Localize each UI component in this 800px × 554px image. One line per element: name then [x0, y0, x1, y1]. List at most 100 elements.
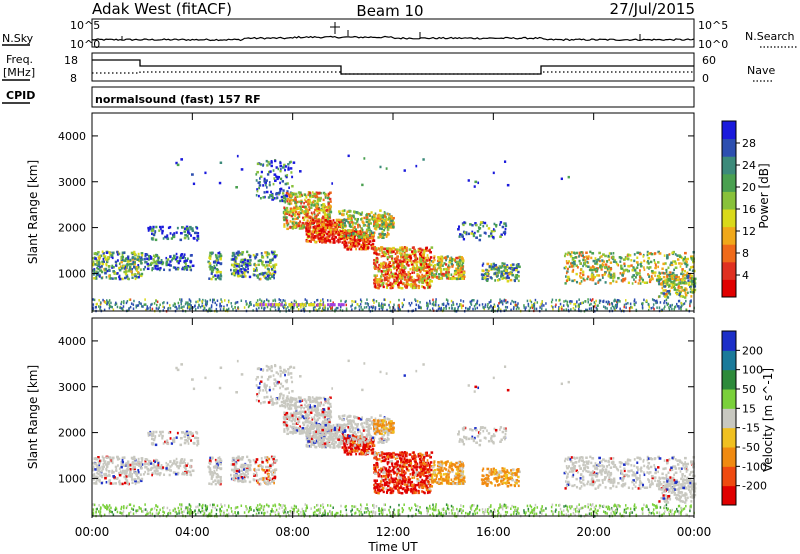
power-cell [301, 221, 305, 225]
power-cell [108, 268, 111, 272]
power-cell [331, 224, 334, 227]
power-cell [427, 256, 430, 260]
power-cell [618, 299, 620, 302]
power-cell [488, 301, 491, 304]
power-cell [108, 299, 111, 302]
power-cell [389, 215, 393, 218]
power-cell [372, 224, 375, 228]
nave-tick-bottom: 0 [702, 72, 709, 85]
power-cell [249, 254, 252, 258]
power-cell [669, 304, 671, 307]
power-cell [330, 303, 333, 307]
power-cell [209, 298, 212, 302]
power-cell [448, 306, 451, 310]
power-cell [248, 262, 252, 265]
power-cell [303, 211, 305, 215]
power-cell [386, 284, 390, 287]
power-cell [531, 306, 534, 310]
power-cell [627, 301, 629, 305]
power-cell [312, 309, 315, 312]
power-cell [374, 227, 378, 231]
power-cell [347, 154, 350, 158]
power-cell [483, 231, 487, 235]
velocity-cell [123, 464, 126, 467]
power-cell [687, 274, 690, 277]
power-cell [481, 277, 484, 281]
power-cell [116, 250, 119, 254]
power-cell [270, 265, 273, 269]
power-cell [266, 273, 270, 277]
power-cell [297, 216, 299, 219]
power-cell [410, 285, 413, 288]
power-cell [216, 299, 219, 302]
power-cell [458, 275, 461, 278]
power-cell [516, 265, 520, 268]
velocity-cell [132, 465, 134, 469]
power-cell [423, 276, 426, 280]
power-cell [278, 307, 280, 310]
power-cell [408, 302, 410, 305]
power-cell [208, 254, 212, 257]
power-cell [97, 267, 100, 271]
power-cell [122, 305, 125, 308]
power-cell [108, 301, 110, 304]
power-cell [362, 235, 365, 239]
power-cell [293, 303, 296, 307]
power-cell [205, 300, 207, 304]
velocity-cell [126, 460, 130, 463]
power-cell [463, 221, 466, 224]
power-cell [349, 225, 352, 228]
power-cell [208, 277, 211, 280]
power-cell [329, 219, 332, 223]
power-cell [106, 269, 109, 273]
power-cell [128, 307, 130, 311]
power-cell [158, 225, 162, 229]
power-cell [345, 241, 348, 245]
power-cell [104, 267, 108, 271]
power-cell [124, 257, 128, 261]
power-cell [319, 302, 321, 306]
power-cell [479, 234, 482, 237]
power-cell [211, 300, 214, 304]
power-cell [140, 302, 142, 306]
power-cell [209, 307, 211, 310]
power-cell [459, 233, 462, 236]
power-cell [367, 302, 370, 306]
power-cell [305, 215, 309, 219]
power-cell [102, 260, 106, 263]
velocity-cell [106, 464, 109, 468]
power-cell [405, 253, 409, 257]
power-cell [492, 262, 495, 266]
power-cell [619, 307, 621, 311]
power-cell [153, 260, 156, 263]
power-cell [326, 307, 329, 310]
power-cell [630, 264, 633, 267]
power-cell [590, 299, 593, 302]
power-cell [324, 193, 327, 196]
velocity-cell [124, 481, 127, 485]
power-cell [322, 301, 325, 304]
power-cell [324, 308, 326, 311]
power-cell [635, 308, 638, 312]
velocity-cell [128, 473, 132, 476]
power-cell [412, 260, 415, 263]
power-cell [158, 268, 161, 272]
power-cell [508, 266, 511, 270]
power-cell [346, 248, 350, 251]
power-cell [398, 249, 402, 252]
power-cell [591, 252, 595, 255]
power-cell [684, 291, 687, 295]
power-cell [266, 173, 270, 176]
power-cell [115, 301, 117, 305]
power-cell [280, 303, 283, 307]
power-cell [180, 226, 183, 229]
power-cell [291, 195, 294, 198]
power-cell [92, 306, 94, 309]
power-cell [646, 250, 649, 254]
power-cell [612, 251, 615, 255]
power-cell [458, 235, 461, 238]
velocity-cell [99, 474, 102, 477]
velocity-cell [95, 480, 98, 484]
power-cell [534, 298, 537, 302]
power-cell [315, 225, 317, 229]
